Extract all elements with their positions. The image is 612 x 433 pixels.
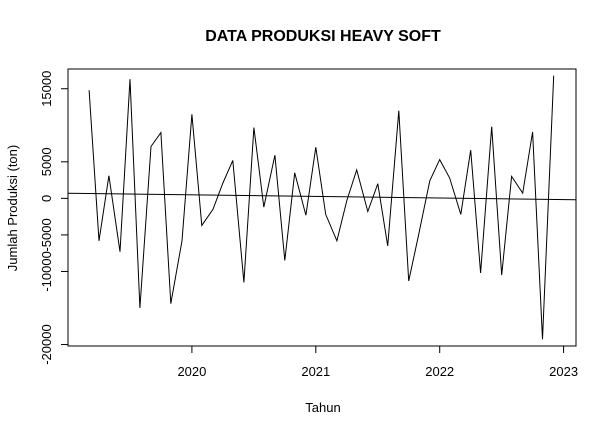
y-axis-label: Jumlah Produksi (ton) — [5, 145, 20, 271]
plot-frame — [67, 68, 577, 347]
x-tick-label: 2020 — [177, 364, 206, 379]
series-layer — [67, 75, 577, 340]
y-tick-label: 5000 — [39, 147, 54, 176]
y-tick-label: -20000 — [39, 324, 54, 364]
chart-title: DATA PRODUKSI HEAVY SOFT — [205, 28, 441, 45]
x-axis-label: Tahun — [305, 400, 340, 415]
y-tick-label: -10000 — [39, 251, 54, 291]
y-tick-label: -5000 — [39, 218, 54, 251]
x-axis: 2020 2021 2022 2023 — [177, 345, 578, 379]
x-tick-label: 2023 — [549, 364, 578, 379]
y-axis: -20000 -10000-5000 0 5000 15000 — [39, 71, 69, 365]
y-tick-label: 15000 — [39, 71, 54, 107]
series-line — [88, 75, 555, 340]
y-tick-label: 0 — [39, 195, 54, 202]
trend-line — [67, 192, 577, 201]
x-tick-label: 2022 — [425, 364, 454, 379]
x-tick-label: 2021 — [301, 364, 330, 379]
